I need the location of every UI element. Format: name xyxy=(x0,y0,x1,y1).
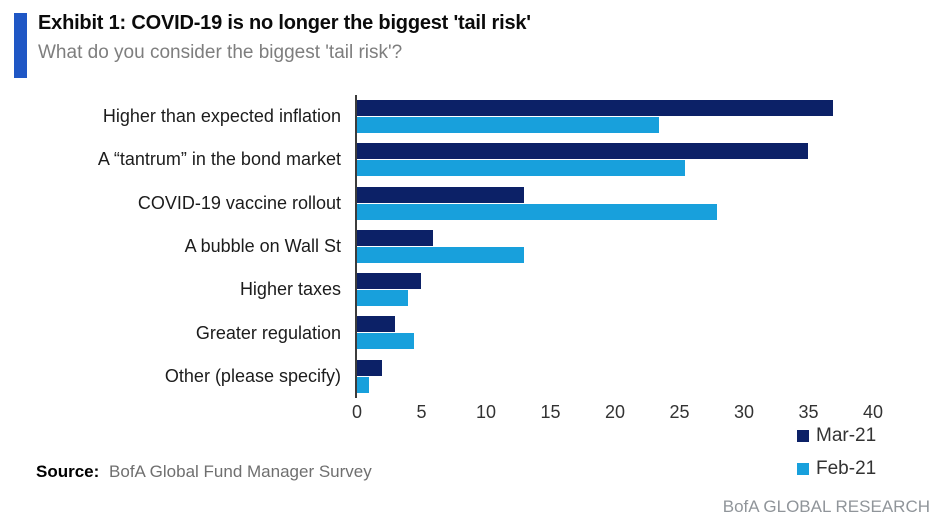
x-axis-ticks: 0 5 10 15 20 25 30 35 40 xyxy=(352,402,883,426)
source-text: BofA Global Fund Manager Survey xyxy=(109,462,372,481)
chart-subtitle: What do you consider the biggest 'tail r… xyxy=(38,42,403,63)
bar-group xyxy=(356,355,872,398)
bar-mar-21 xyxy=(356,100,834,117)
x-tick-label: 20 xyxy=(604,402,626,422)
bar-mar-21 xyxy=(356,143,808,160)
bar-row: A “tantrum” in the bond market xyxy=(0,138,872,181)
category-label: Higher taxes xyxy=(239,279,341,300)
category-label: COVID-19 vaccine rollout xyxy=(137,192,341,213)
bar-feb-21 xyxy=(356,203,718,220)
category-label: A bubble on Wall St xyxy=(184,235,341,256)
brand-text: BofA GLOBAL RESEARCH xyxy=(722,497,930,516)
legend-label-mar-21: Mar-21 xyxy=(816,425,877,446)
x-tick-label: 10 xyxy=(475,402,497,422)
bar-row: Other (please specify) xyxy=(0,355,872,398)
chart-title: Exhibit 1: COVID-19 is no longer the big… xyxy=(38,12,531,34)
y-axis-line xyxy=(355,95,357,398)
bar-group xyxy=(356,95,872,138)
bar-feb-21 xyxy=(356,246,524,263)
bar-mar-21 xyxy=(356,229,434,246)
legend-item-feb-21: Feb-21 xyxy=(797,458,876,480)
x-tick-label: 35 xyxy=(798,402,819,422)
x-tick-label: 30 xyxy=(733,402,755,422)
bar-mar-21 xyxy=(356,359,382,376)
bar-row: Greater regulation xyxy=(0,311,872,354)
bar-row: Higher than expected inflation xyxy=(0,95,872,138)
source-line: Source: BofA Global Fund Manager Survey xyxy=(36,462,372,482)
bar-rows: Higher than expected inflation A “tantrum… xyxy=(0,95,872,398)
x-tick-label: 15 xyxy=(540,402,561,422)
bar-feb-21 xyxy=(356,290,408,307)
bar-group xyxy=(356,225,872,268)
bar-group xyxy=(356,182,872,225)
title-accent-bar xyxy=(14,13,27,78)
bar-group xyxy=(356,138,872,181)
bar-row: A bubble on Wall St xyxy=(0,225,872,268)
bar-feb-21 xyxy=(356,117,660,134)
bar-group xyxy=(356,268,872,311)
bar-mar-21 xyxy=(356,186,524,203)
legend: Mar-21 Feb-21 xyxy=(797,425,876,491)
x-tick-label: 40 xyxy=(862,402,884,422)
legend-item-mar-21: Mar-21 xyxy=(797,425,876,447)
bar-row: COVID-19 vaccine rollout xyxy=(0,182,872,225)
source-label: Source: xyxy=(36,462,100,481)
bar-feb-21 xyxy=(356,160,685,177)
bar-feb-21 xyxy=(356,376,369,393)
bar-row: Higher taxes xyxy=(0,268,872,311)
legend-swatch-mar-21-icon xyxy=(797,430,809,442)
bar-chart: Higher than expected inflation A “tantrum… xyxy=(0,95,936,479)
category-label: Higher than expected inflation xyxy=(102,106,341,127)
bar-mar-21 xyxy=(356,316,395,333)
x-tick-label: 0 xyxy=(351,402,363,422)
legend-label-feb-21: Feb-21 xyxy=(816,458,877,479)
legend-swatch-feb-21-icon xyxy=(797,463,809,475)
category-label: Greater regulation xyxy=(195,322,341,343)
bar-mar-21 xyxy=(356,273,421,290)
bar-group xyxy=(356,311,872,354)
category-label: Other (please specify) xyxy=(164,365,341,386)
x-tick-label: 25 xyxy=(669,402,690,422)
x-tick-label: 5 xyxy=(416,402,427,422)
category-label: A “tantrum” in the bond market xyxy=(97,149,341,170)
bar-feb-21 xyxy=(356,333,415,350)
